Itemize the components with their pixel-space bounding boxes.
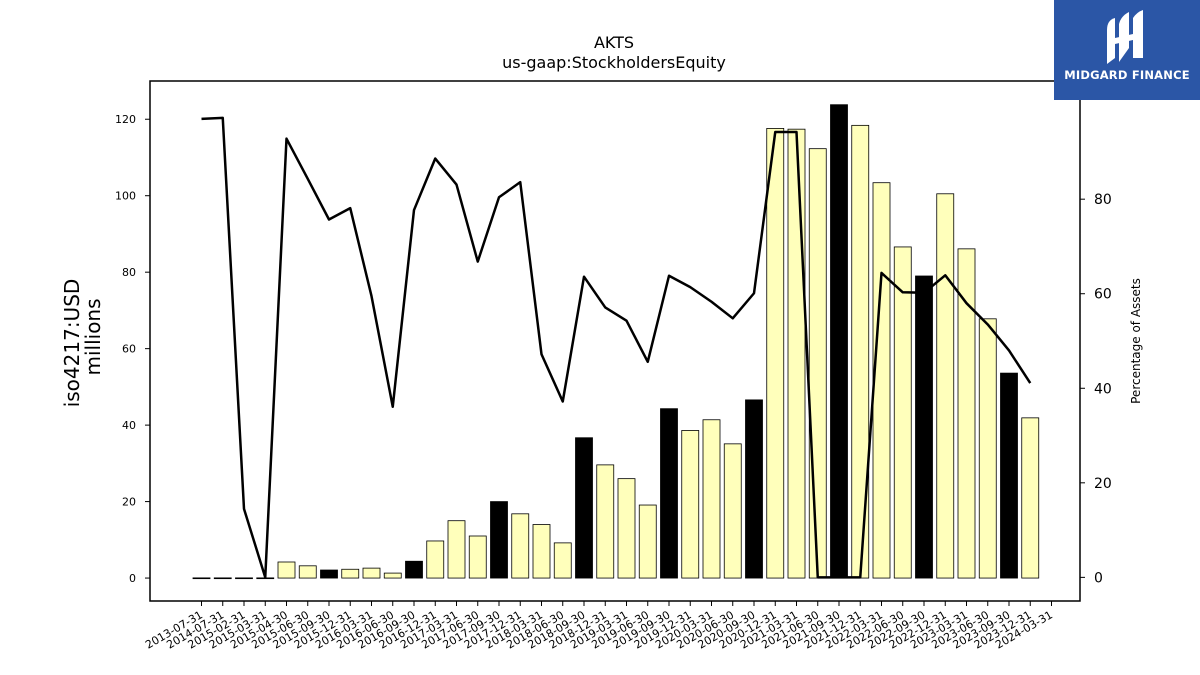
bar-2016-06-30 [383, 572, 402, 579]
y2-tick-label-40: 40 [1094, 381, 1112, 397]
y-tick-label-40: 40 [122, 419, 136, 432]
bar-2015-06-30 [298, 565, 317, 579]
bar-2019-03-31 [617, 478, 636, 579]
assets-percentage-line [201, 116, 1032, 579]
bar-2021-06-30 [808, 148, 827, 579]
bar-2018-03-31 [532, 524, 551, 579]
bar-2019-06-30 [638, 504, 657, 579]
bar-2023-06-30 [978, 318, 997, 579]
logo-text: MIDGARD FINANCE [1064, 68, 1190, 82]
bar-2023-03-31 [957, 248, 976, 579]
bar-2020-03-31 [702, 419, 721, 579]
bar-2022-12-31 [936, 193, 955, 579]
bar-2017-03-31 [447, 520, 466, 579]
y2-tick-label-0: 0 [1094, 570, 1103, 586]
y2-tick-label-80: 80 [1094, 192, 1112, 208]
y-tick-label-0: 0 [129, 572, 136, 585]
bar-2023-09-30 [1000, 372, 1018, 579]
y-tick-label-20: 20 [122, 496, 136, 509]
bar-2019-09-30 [660, 408, 678, 579]
bar-2016-09-30 [405, 560, 423, 579]
bar-2014-07-31 [213, 577, 232, 580]
chart-title: AKTS [594, 33, 634, 52]
bar-2016-03-31 [362, 567, 381, 579]
x-axis: 2013-07-312014-07-312015-02-312015-03-31… [143, 601, 1055, 652]
y-tick-label-120: 120 [115, 113, 136, 126]
bar-2015-09-30 [320, 569, 338, 579]
midgard-finance-logo: MIDGARD FINANCE [1054, 0, 1200, 100]
bar-2017-06-30 [468, 535, 487, 579]
bar-2015-12-31 [341, 568, 360, 579]
y-axis-label-line-2: millions [81, 298, 105, 375]
bar-2020-12-31 [766, 128, 785, 579]
bar-2023-12-31 [1021, 417, 1040, 579]
bar-2018-09-30 [575, 437, 593, 579]
y2-axis-label: Percentage of Assets [1129, 278, 1143, 404]
bar-2013-07-31 [192, 577, 211, 580]
left-axis: 0 20 40 60 80 100 120 [115, 113, 150, 585]
line-series [201, 116, 1032, 579]
bar-2016-12-31 [426, 540, 445, 579]
bar-2021-09-30 [830, 104, 848, 579]
bar-series [192, 104, 1040, 580]
bar-2022-09-30 [915, 275, 933, 579]
bar-2022-03-31 [872, 182, 891, 579]
bar-2015-02-31 [235, 577, 253, 580]
bar-2022-06-30 [893, 246, 912, 579]
midgard-logo-icon [1107, 10, 1143, 64]
bar-2019-12-31 [681, 430, 700, 579]
bar-2017-12-31 [511, 513, 530, 579]
chart-subtitle: us-gaap:StockholdersEquity [502, 53, 726, 72]
bar-2015-04-30 [277, 561, 296, 579]
y-tick-label-100: 100 [115, 190, 136, 203]
bar-2021-12-31 [851, 124, 870, 579]
plot-frame [149, 80, 1081, 602]
bar-2017-09-30 [490, 501, 508, 579]
y-tick-label-80: 80 [122, 266, 136, 279]
y-tick-label-60: 60 [122, 343, 136, 356]
y2-tick-label-20: 20 [1094, 476, 1112, 492]
bar-2018-06-30 [553, 542, 572, 579]
right-axis: 0 20 40 60 80 [1080, 192, 1112, 586]
y-axis-label-line-1: iso4217:USD [60, 279, 84, 408]
bar-2018-12-31 [596, 464, 615, 579]
y2-tick-label-60: 60 [1094, 287, 1112, 303]
bar-2020-06-30 [723, 443, 742, 579]
bar-2020-09-30 [745, 399, 763, 579]
bar-2021-03-31 [787, 128, 806, 579]
